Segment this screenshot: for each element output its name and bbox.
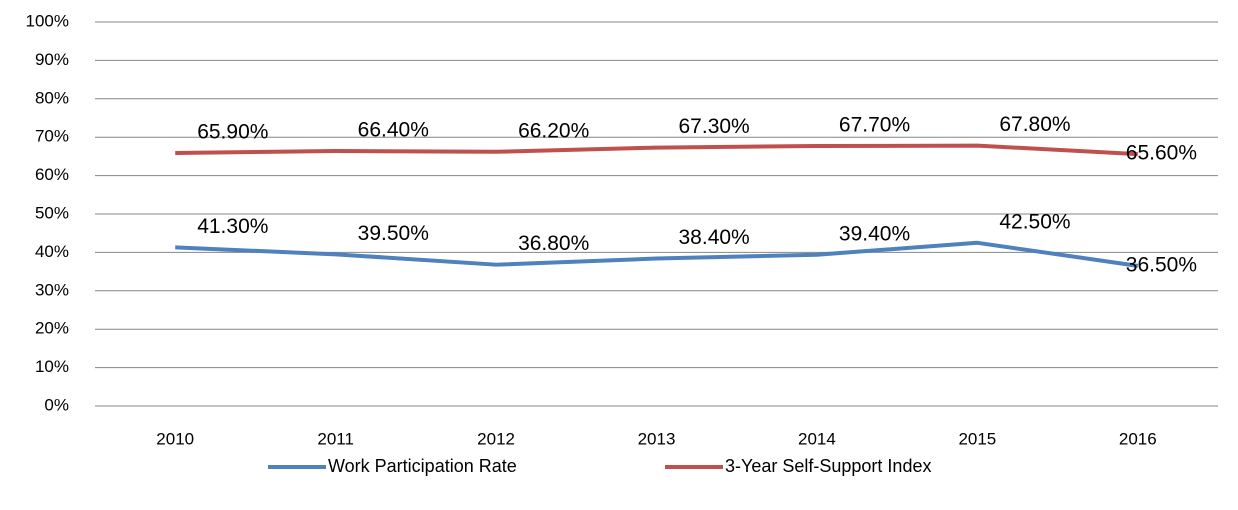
data-label: 66.40% xyxy=(358,119,429,142)
y-tick-label: 80% xyxy=(35,88,69,107)
series-line xyxy=(175,240,1139,268)
data-label: 67.30% xyxy=(679,115,750,138)
data-label: 36.50% xyxy=(1126,253,1197,276)
y-tick-label: 100% xyxy=(26,11,69,30)
data-label: 42.50% xyxy=(999,210,1070,233)
x-tick-label: 2013 xyxy=(638,429,676,448)
y-tick-label: 0% xyxy=(44,395,69,414)
legend-label: Work Participation Rate xyxy=(328,456,517,476)
y-tick-label: 10% xyxy=(35,357,69,376)
series-line xyxy=(175,143,1138,157)
data-label: 65.90% xyxy=(197,120,268,143)
data-label: 67.70% xyxy=(839,114,910,137)
y-tick-label: 20% xyxy=(35,319,69,338)
data-label: 41.30% xyxy=(197,215,268,238)
data-label: 38.40% xyxy=(679,226,750,249)
x-tick-label: 2011 xyxy=(317,429,354,448)
y-tick-label: 90% xyxy=(35,50,69,69)
y-tick-label: 70% xyxy=(35,127,69,146)
x-tick-label: 2016 xyxy=(1119,429,1157,448)
x-tick-label: 2010 xyxy=(156,429,194,448)
data-label: 39.50% xyxy=(358,222,429,245)
y-tick-label: 50% xyxy=(35,203,69,222)
x-tick-label: 2014 xyxy=(798,429,836,448)
x-tick-label: 2015 xyxy=(958,429,996,448)
data-label: 36.80% xyxy=(518,232,589,255)
y-tick-label: 60% xyxy=(35,165,69,184)
data-label: 66.20% xyxy=(518,119,589,142)
y-tick-label: 30% xyxy=(35,280,69,299)
data-label: 67.80% xyxy=(999,113,1070,136)
legend-label: 3-Year Self-Support Index xyxy=(725,456,931,476)
y-tick-label: 40% xyxy=(35,242,69,261)
data-label: 65.60% xyxy=(1126,142,1197,165)
data-label: 39.40% xyxy=(839,222,910,245)
x-tick-label: 2012 xyxy=(477,429,515,448)
